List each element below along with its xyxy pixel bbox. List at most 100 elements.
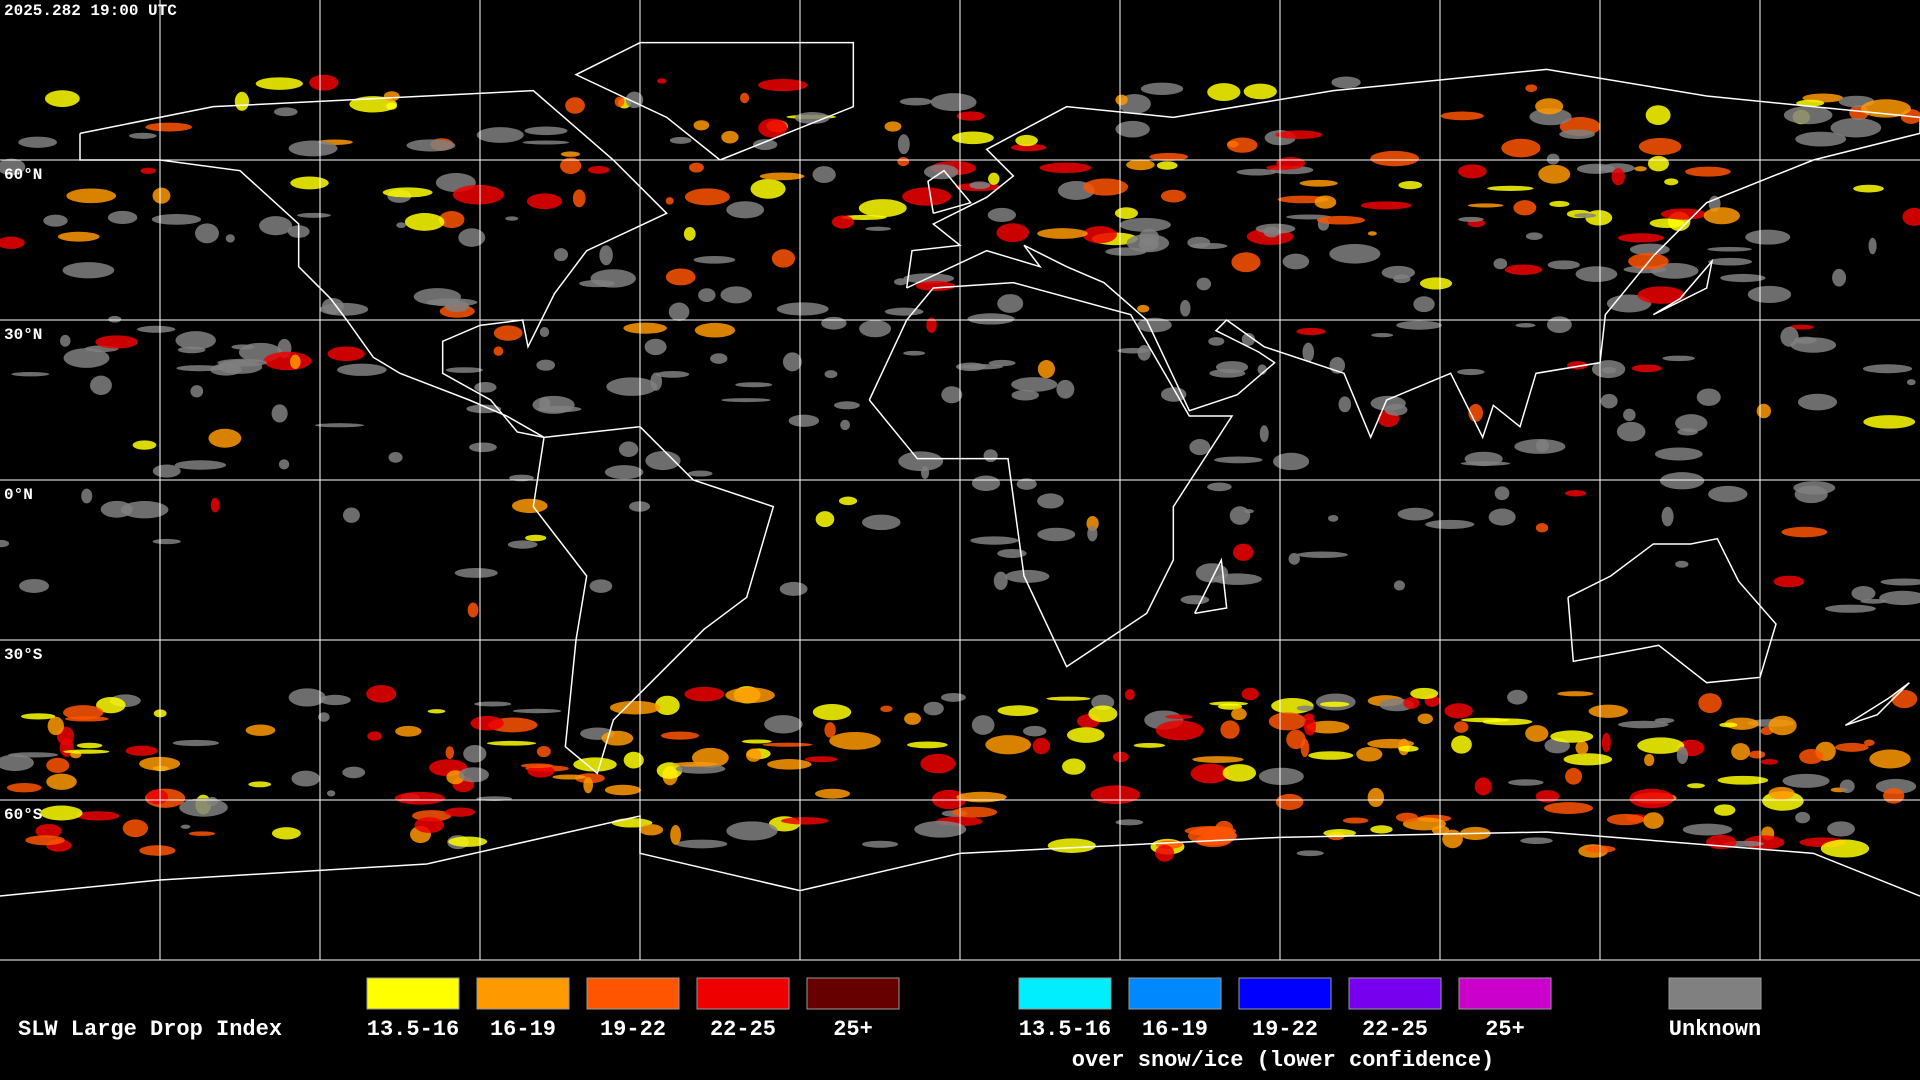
cloud-patch — [1398, 181, 1423, 190]
cloud-patch — [1396, 320, 1442, 330]
cloud-patch — [1546, 316, 1572, 334]
cloud-patch — [1413, 296, 1435, 313]
cloud-patch — [1010, 143, 1047, 152]
cloud-patch — [1222, 764, 1257, 782]
cloud-patch — [897, 157, 910, 167]
cloud-patch — [1119, 217, 1171, 232]
cloud-patch — [288, 688, 326, 707]
cloud-patch — [840, 419, 851, 431]
cloud-patch — [524, 126, 568, 136]
cloud-patch — [833, 401, 860, 410]
cloud-patch — [0, 236, 25, 249]
cloud-patch — [782, 352, 802, 372]
cloud-patch — [710, 353, 728, 364]
legend-title: SLW Large Drop Index — [18, 1017, 282, 1042]
cloud-patch — [454, 567, 498, 578]
cloud-patch — [46, 773, 77, 790]
cloud-patch — [824, 370, 838, 379]
cloud-patch — [1393, 580, 1405, 591]
cloud-patch — [1616, 421, 1646, 442]
cloud-patch — [525, 534, 547, 542]
cloud-patch — [657, 78, 667, 84]
cloud-patch — [1634, 166, 1647, 172]
cloud-patch — [815, 788, 851, 799]
cloud-patch — [342, 507, 360, 523]
cloud-patch — [314, 423, 365, 428]
cloud-patch — [1906, 379, 1916, 386]
cloud-patch — [997, 548, 1027, 558]
cloud-patch — [1395, 812, 1419, 823]
cloud-patch — [1227, 137, 1258, 153]
cloud-patch — [59, 334, 71, 347]
legend-caption: over snow/ice (lower confidence) — [1072, 1048, 1494, 1073]
cloud-patch — [1207, 482, 1232, 492]
cloud-patch — [140, 167, 156, 174]
cloud-patch — [108, 315, 122, 323]
cloud-patch — [672, 761, 718, 767]
cloud-patch — [1520, 837, 1553, 845]
cloud-patch — [25, 835, 65, 846]
cloud-patch — [536, 359, 556, 371]
cloud-patch — [225, 234, 235, 243]
coastline — [532, 425, 775, 775]
cloud-patch — [448, 836, 488, 847]
cloud-patch — [1037, 228, 1088, 239]
cloud-patch — [560, 157, 582, 174]
cloud-patch — [100, 500, 133, 518]
cloud-patch — [1212, 573, 1262, 585]
legend: 13.5-16 16-19 19-22 22-25 25+ 13.5-16 16-19 19-… — [366, 977, 1762, 1042]
cloud-patch — [1719, 722, 1738, 728]
cloud-patch — [1869, 749, 1911, 769]
cloud-patch — [675, 839, 728, 849]
cloud-patch — [445, 746, 455, 760]
cloud-patch — [1643, 812, 1664, 829]
coastline — [927, 169, 972, 215]
cloud-patch — [1832, 268, 1847, 287]
cloud-patch — [1623, 408, 1636, 422]
cloud-patch — [452, 184, 504, 205]
cloud-patch — [1397, 507, 1434, 521]
cloud-patch — [996, 223, 1029, 243]
cloud-patch — [414, 817, 445, 833]
cloud-patch — [1860, 598, 1887, 604]
cloud-patch — [776, 302, 829, 316]
cloud-patch — [1617, 233, 1665, 243]
cloud-patch — [1275, 793, 1304, 811]
cloud-patch — [1717, 775, 1769, 785]
cloud-patch — [688, 162, 704, 173]
cloud-patch — [1032, 737, 1050, 755]
cloud-patch — [1768, 715, 1797, 736]
cloud-patch — [894, 278, 908, 286]
cloud-patch — [145, 122, 193, 132]
cloud-patch — [180, 824, 191, 829]
legend-label: Unknown — [1669, 1017, 1761, 1042]
cloud-patch — [1747, 285, 1792, 303]
cloud-patch — [1241, 687, 1259, 701]
cloud-patch — [1272, 452, 1310, 471]
cloud-patch — [326, 790, 336, 797]
cloud-patch — [438, 211, 465, 229]
cloud-patch — [6, 782, 42, 793]
legend-swatch — [366, 977, 460, 1010]
legend-swatch — [1018, 977, 1112, 1010]
cloud-patch — [1342, 817, 1369, 824]
cloud-patch — [1149, 152, 1189, 161]
cloud-patch — [1748, 750, 1766, 759]
cloud-patch — [1661, 506, 1674, 527]
cloud-patch — [983, 449, 998, 463]
cloud-patch — [1731, 743, 1750, 761]
cloud-patch — [458, 767, 489, 783]
cloud-patch — [967, 313, 1015, 325]
cloud-patch — [1868, 237, 1877, 255]
cloud-patch — [897, 134, 910, 155]
cloud-patch — [273, 107, 298, 117]
cloud-patch — [1793, 481, 1836, 495]
cloud-patch — [1647, 155, 1669, 172]
cloud-patch — [985, 735, 1032, 755]
cloud-patch — [1229, 506, 1251, 525]
cloud-patch — [941, 386, 963, 404]
cloud-patch — [762, 742, 813, 747]
cloud-patch — [971, 475, 1001, 491]
cloud-patch — [1088, 705, 1118, 723]
